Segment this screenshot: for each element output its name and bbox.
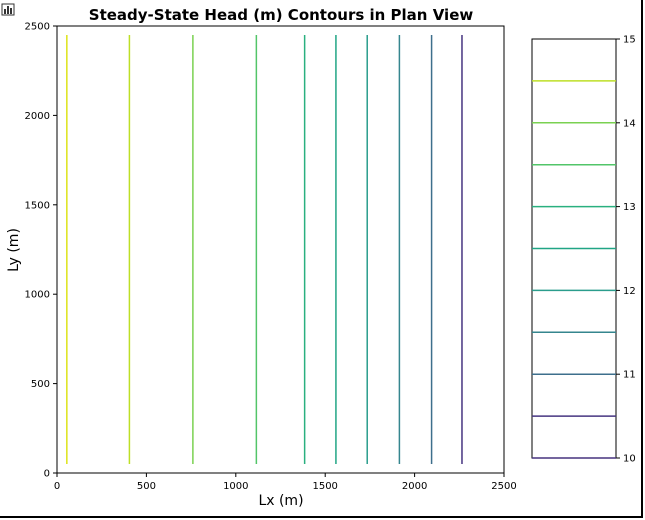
x-tick-label: 1500 xyxy=(312,481,337,492)
y-tick-label: 1500 xyxy=(25,200,50,211)
y-tick-label: 2000 xyxy=(25,111,50,122)
colorbar-tick-label: 11 xyxy=(623,370,636,381)
y-tick-label: 500 xyxy=(31,379,50,390)
x-tick-label: 500 xyxy=(137,481,156,492)
x-tick-label: 2000 xyxy=(402,481,427,492)
colorbar-levels xyxy=(532,80,616,459)
x-axis-ticks: 0 500 1000 1500 2000 2500 xyxy=(54,473,517,492)
colorbar-tick-label: 13 xyxy=(623,202,636,213)
y-axis-ticks: 0 500 1000 1500 2000 2500 xyxy=(25,22,57,480)
bar-chart-icon[interactable] xyxy=(1,3,15,16)
y-axis-label: Ly (m) xyxy=(6,228,22,272)
chart-title: Steady-State Head (m) Contours in Plan V… xyxy=(89,6,474,24)
colorbar-ticks: 10 11 12 13 14 15 xyxy=(616,35,636,465)
x-tick-label: 2500 xyxy=(491,481,516,492)
colorbar-tick-label: 15 xyxy=(623,35,636,46)
contour-lines xyxy=(66,34,463,465)
y-tick-label: 2500 xyxy=(25,22,50,33)
plot-area xyxy=(56,25,505,474)
y-tick-label: 1000 xyxy=(25,290,50,301)
x-tick-label: 0 xyxy=(54,481,60,492)
x-axis-label: Lx (m) xyxy=(258,493,303,509)
x-tick-label: 1000 xyxy=(223,481,248,492)
colorbar-tick-label: 14 xyxy=(623,118,636,129)
colorbar-tick-label: 12 xyxy=(623,286,636,297)
y-tick-label: 0 xyxy=(44,469,50,480)
colorbar-tick-label: 10 xyxy=(623,454,636,465)
